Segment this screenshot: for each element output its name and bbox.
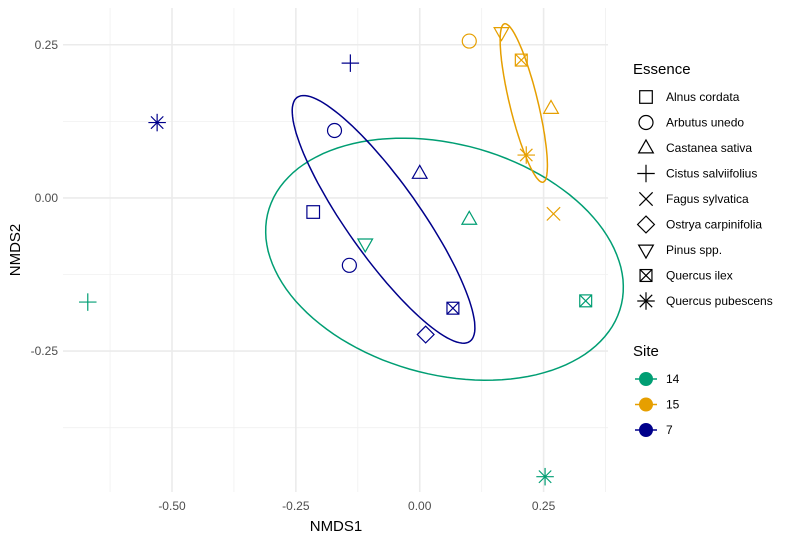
legend-site-item: 15 [635, 397, 680, 412]
legend-essence-item: Cistus salviifolius [637, 164, 757, 183]
legend-essence-item: Quercus pubescens [637, 292, 773, 310]
legend-essence-item: Quercus ilex [639, 268, 733, 283]
point-plus [341, 54, 360, 72]
point-diamond [636, 215, 656, 234]
legend-essence-item: Pinus spp. [637, 243, 722, 260]
point-square-cross [579, 294, 593, 308]
point-asterisk [517, 146, 535, 164]
point-asterisk [148, 113, 166, 132]
legend-essence-label: Quercus pubescens [666, 294, 773, 308]
legend-essence-item: Alnus cordata [639, 90, 740, 104]
legend-site-dot [639, 397, 653, 412]
point-triangle-down [356, 238, 374, 254]
legend-site-item: 7 [635, 423, 673, 437]
y-tick-label: 0.00 [35, 191, 59, 205]
ellipse-site-15 [499, 22, 549, 183]
y-tick-label: 0.25 [35, 38, 59, 52]
point-triangle-down [637, 244, 655, 260]
point-circle [341, 257, 357, 273]
legend-essence-item: Fagus sylvatica [638, 191, 749, 207]
point-circle [326, 122, 343, 139]
ellipse-site-14 [264, 137, 625, 381]
point-triangle-up [411, 164, 429, 179]
x-tick-label: -0.25 [282, 499, 310, 513]
legend-essence-item: Castanea sativa [637, 138, 752, 155]
x-tick-label: 0.00 [408, 499, 432, 513]
point-square-cross [639, 268, 653, 283]
x-tick-label: 0.25 [532, 499, 556, 513]
legend-essence-label: Alnus cordata [666, 90, 740, 104]
point-cross [638, 191, 654, 207]
legend-essence-label: Arbutus unedo [666, 116, 744, 130]
confidence-ellipses [264, 22, 625, 381]
legend-site-label: 14 [666, 372, 680, 386]
point-asterisk [536, 467, 554, 486]
x-tick-label: -0.50 [158, 499, 186, 513]
point-triangle-up [637, 138, 655, 154]
x-axis-title: NMDS1 [310, 518, 363, 535]
y-axis-ticks: -0.25 0.00 0.25 [31, 38, 59, 358]
point-triangle-up [542, 99, 560, 114]
legend-site-label: 15 [666, 398, 680, 412]
data-points [79, 27, 593, 486]
legend-site: Site 14 15 7 [633, 343, 680, 437]
point-square [639, 90, 653, 104]
legend-essence-label: Cistus salviifolius [666, 167, 757, 181]
legend-essence-title: Essence [633, 61, 691, 78]
legend-essence-item: Arbutus unedo [638, 114, 744, 131]
point-circle [461, 33, 477, 49]
legend-essence-label: Quercus ilex [666, 269, 733, 283]
y-tick-label: -0.25 [31, 344, 59, 358]
legend-site-item: 14 [635, 372, 680, 386]
point-asterisk [637, 292, 655, 310]
x-axis-ticks: -0.50 -0.25 0.00 0.25 [158, 499, 555, 513]
grid-lines [63, 8, 608, 492]
point-cross [546, 206, 561, 221]
ellipse-site-7 [291, 94, 476, 344]
legend-essence-label: Castanea sativa [666, 141, 752, 155]
legend-essence-label: Ostrya carpinifolia [666, 218, 762, 232]
point-plus [79, 293, 97, 311]
point-circle [638, 114, 654, 131]
point-triangle-down [493, 27, 510, 42]
legend-site-dot [639, 372, 653, 386]
point-square-cross [514, 53, 528, 67]
point-plus [637, 164, 655, 183]
legend-site-dot [639, 423, 653, 437]
point-square-cross [446, 301, 460, 315]
point-diamond [416, 325, 435, 344]
point-square [306, 205, 321, 219]
legend-site-label: 7 [666, 423, 673, 437]
y-axis-title: NMDS2 [7, 224, 24, 277]
legend-site-title: Site [633, 343, 659, 360]
legend-essence-item: Ostrya carpinifolia [636, 215, 762, 234]
legend-essence-label: Fagus sylvatica [666, 192, 749, 206]
legend-essence: Essence Alnus cordata Arbutus unedo Castan… [633, 61, 773, 310]
point-triangle-up [460, 210, 478, 225]
legend-essence-label: Pinus spp. [666, 243, 722, 257]
